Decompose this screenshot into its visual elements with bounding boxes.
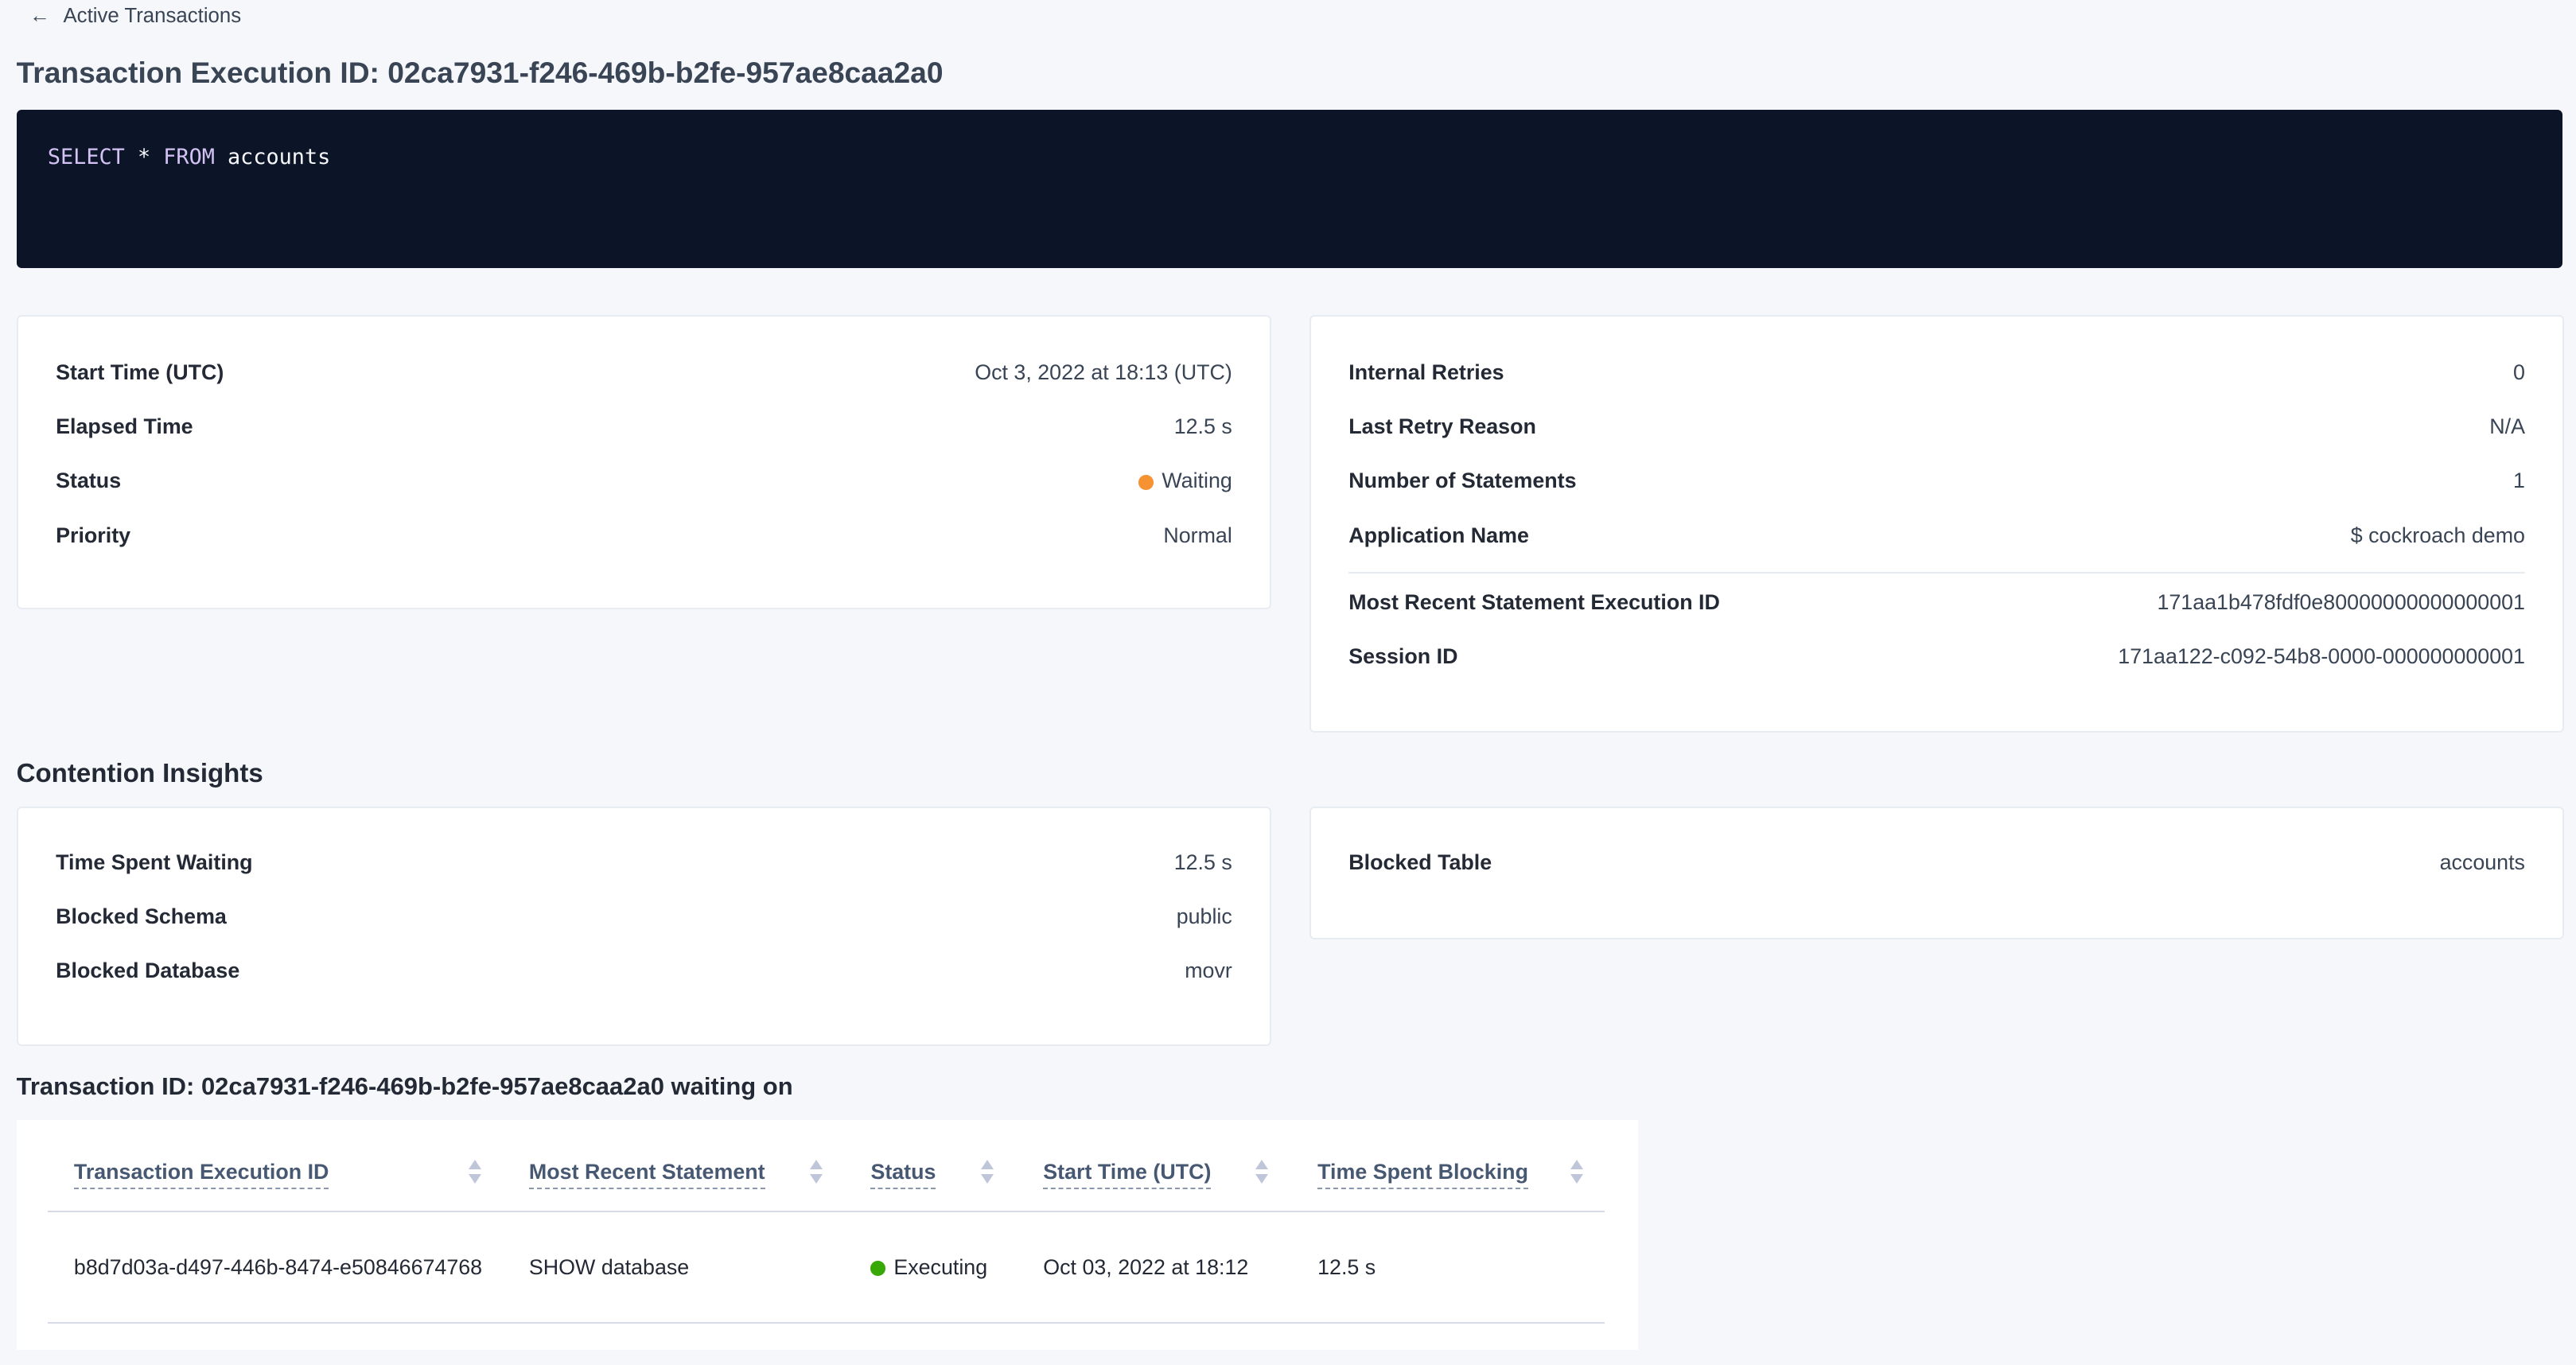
summary-row-status: Status Waiting xyxy=(56,465,1232,497)
value: $ cockroach demo xyxy=(2350,523,2525,547)
label: Application Name xyxy=(1348,523,1529,547)
cell-status: Executing xyxy=(870,1255,987,1280)
summary-card-left: Start Time (UTC) Oct 3, 2022 at 18:13 (UT… xyxy=(16,315,1272,610)
contention-row-blocked-schema: Blocked Schema public xyxy=(56,900,1232,933)
status-dot-icon xyxy=(870,1261,886,1276)
value: N/A xyxy=(2489,414,2525,439)
label: Time Spent Waiting xyxy=(56,850,253,874)
label: Session ID xyxy=(1348,644,1458,669)
column-header-most-recent-statement[interactable]: Most Recent Statement xyxy=(528,1160,765,1189)
contention-card-right: Blocked Table accounts xyxy=(1309,806,2565,940)
summary-row-internal-retries: Internal Retries 0 xyxy=(1348,356,2525,389)
sort-icon[interactable] xyxy=(1255,1159,1269,1186)
label: Priority xyxy=(56,523,131,547)
value: Oct 3, 2022 at 18:13 (UTC) xyxy=(975,360,1232,385)
value: 12.5 s xyxy=(1173,850,1232,874)
cell-start-time: Oct 03, 2022 at 18:12 xyxy=(1043,1254,1249,1279)
sort-icon[interactable] xyxy=(468,1159,482,1186)
label: Internal Retries xyxy=(1348,360,1504,385)
label: Status xyxy=(56,469,122,493)
sql-code-block: SELECT * FROM accounts xyxy=(16,110,2563,268)
cell-statement: SHOW database xyxy=(528,1254,690,1279)
value: accounts xyxy=(2439,850,2525,874)
value: public xyxy=(1176,904,1232,928)
sql-keyword: FROM xyxy=(163,144,215,169)
statement-execution-id-link[interactable]: 171aa1b478fdf0e80000000000000001 xyxy=(2157,590,2525,615)
contention-row-blocked-database: Blocked Database movr xyxy=(56,955,1232,987)
summary-row-start-time: Start Time (UTC) Oct 3, 2022 at 18:13 (UT… xyxy=(56,356,1232,389)
divider xyxy=(1348,571,2525,574)
value: 12.5 s xyxy=(1173,414,1232,439)
sort-icon[interactable] xyxy=(980,1159,994,1186)
value: 1 xyxy=(2513,469,2525,493)
arrow-left-icon: ← xyxy=(29,5,50,28)
value: Normal xyxy=(1163,523,1232,547)
label: Last Retry Reason xyxy=(1348,414,1536,439)
column-header-time-spent-blocking[interactable]: Time Spent Blocking xyxy=(1317,1160,1528,1189)
summary-row-priority: Priority Normal xyxy=(56,519,1232,551)
waiting-on-heading: Transaction ID: 02ca7931-f246-469b-b2fe-… xyxy=(16,1072,793,1101)
label: Blocked Schema xyxy=(56,904,227,928)
summary-row-application-name: Application Name $ cockroach demo xyxy=(1348,519,2525,551)
header-divider xyxy=(47,1210,1605,1212)
label: Most Recent Statement Execution ID xyxy=(1348,590,1720,615)
status-badge: Waiting xyxy=(1138,469,1232,493)
sql-keyword: SELECT xyxy=(47,144,125,169)
column-header-transaction-execution-id[interactable]: Transaction Execution ID xyxy=(73,1160,329,1189)
status-text: Executing xyxy=(893,1254,988,1279)
summary-row-number-of-statements: Number of Statements 1 xyxy=(1348,465,2525,497)
label: Start Time (UTC) xyxy=(56,360,224,385)
summary-row-session-id: Session ID 171aa122-c092-54b8-0000-000000… xyxy=(1348,640,2525,673)
label: Number of Statements xyxy=(1348,469,1577,493)
label: Blocked Table xyxy=(1348,850,1492,874)
column-header-status[interactable]: Status xyxy=(870,1160,936,1189)
session-id-link[interactable]: 171aa122-c092-54b8-0000-000000000001 xyxy=(2118,644,2525,669)
sql-text: SELECT * FROM accounts xyxy=(48,145,330,169)
contention-row-blocked-table: Blocked Table accounts xyxy=(1348,846,2525,878)
sql-table: accounts xyxy=(228,144,331,169)
sort-icon[interactable] xyxy=(1570,1159,1584,1186)
contention-insights-heading: Contention Insights xyxy=(16,759,263,789)
page-title: Transaction Execution ID: 02ca7931-f246-… xyxy=(16,56,944,90)
value: 0 xyxy=(2513,360,2525,385)
contention-card-left: Time Spent Waiting 12.5 s Blocked Schema p… xyxy=(16,806,1272,1047)
status-text: Waiting xyxy=(1162,469,1232,493)
contention-row-time-waiting: Time Spent Waiting 12.5 s xyxy=(56,846,1232,878)
summary-row-last-retry-reason: Last Retry Reason N/A xyxy=(1348,410,2525,443)
breadcrumb-label: Active Transactions xyxy=(63,5,242,28)
label: Blocked Database xyxy=(56,958,240,982)
summary-card-right: Internal Retries 0 Last Retry Reason N/A N… xyxy=(1309,315,2565,733)
column-header-start-time[interactable]: Start Time (UTC) xyxy=(1043,1160,1212,1189)
cell-time-spent-blocking: 12.5 s xyxy=(1317,1254,1376,1279)
row-divider xyxy=(47,1322,1605,1324)
cell-transaction-execution-id: b8d7d03a-d497-446b-8474-e50846674768 xyxy=(73,1254,483,1279)
sql-star: * xyxy=(137,144,151,169)
status-dot-icon xyxy=(1138,474,1154,490)
summary-row-elapsed-time: Elapsed Time 12.5 s xyxy=(56,410,1232,443)
sort-icon[interactable] xyxy=(810,1159,823,1186)
waiting-on-table: Transaction Execution ID Most Recent Sta… xyxy=(16,1120,1638,1351)
label: Elapsed Time xyxy=(56,414,193,439)
value: movr xyxy=(1185,958,1232,982)
back-to-active-transactions-link[interactable]: ← Active Transactions xyxy=(29,5,241,28)
summary-row-statement-execution-id: Most Recent Statement Execution ID 171aa1… xyxy=(1348,586,2525,619)
